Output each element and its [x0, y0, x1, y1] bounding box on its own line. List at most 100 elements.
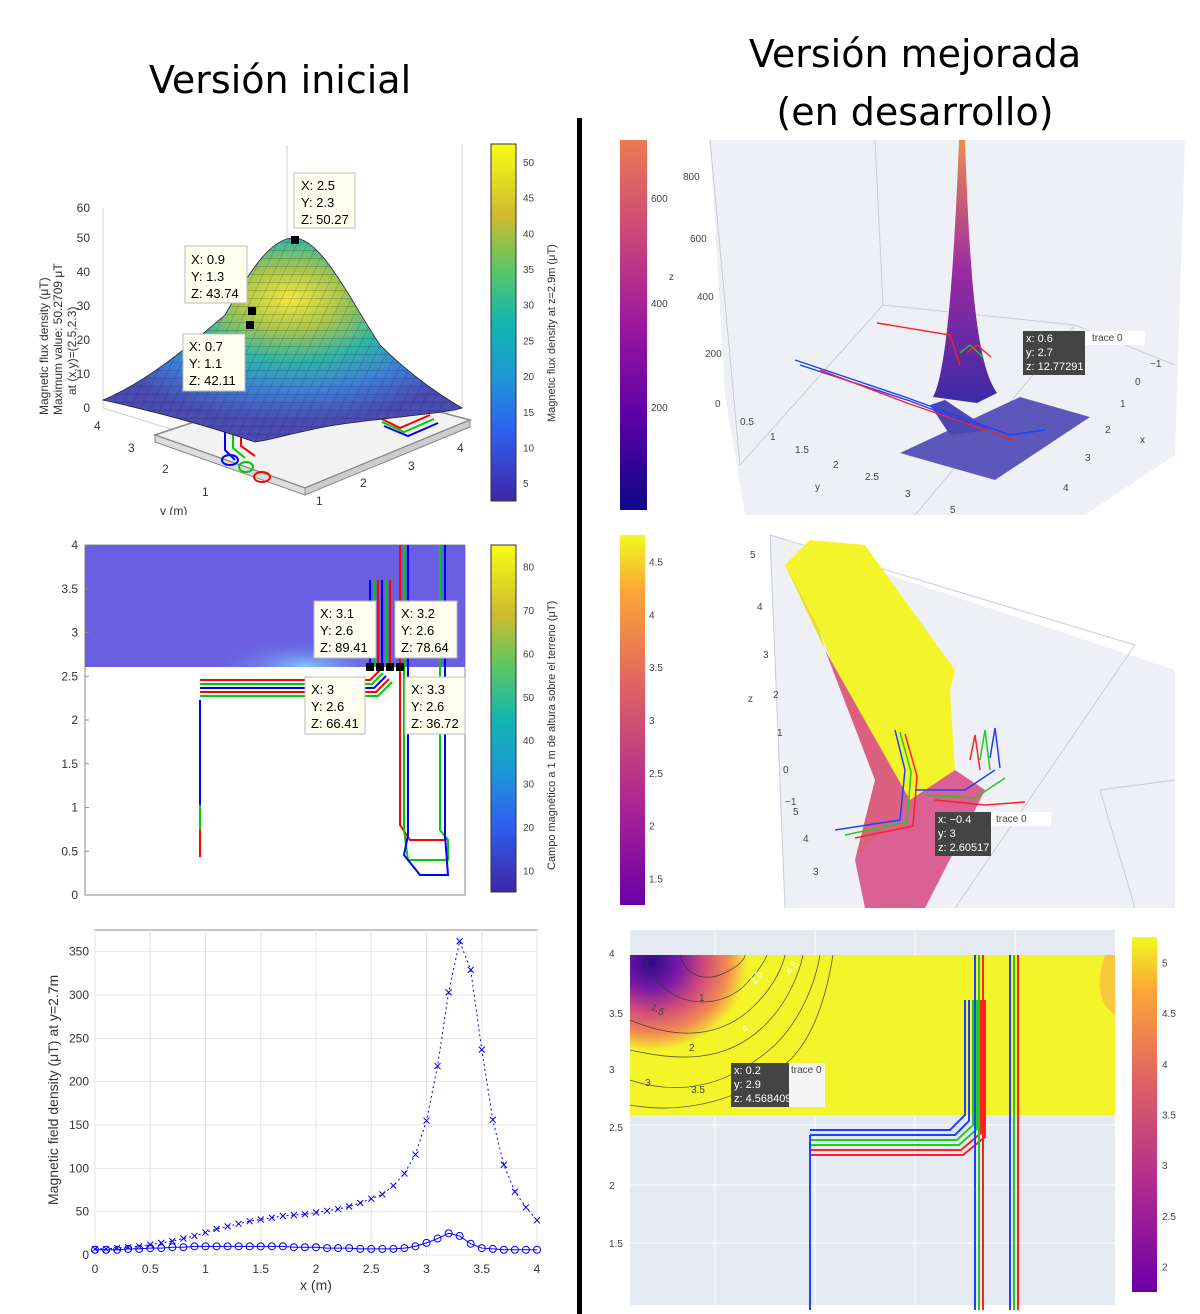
- colorbar: [620, 535, 645, 905]
- x-marker: [511, 1188, 519, 1196]
- x-marker: [467, 966, 475, 974]
- y-tick: 1.5: [795, 445, 809, 456]
- z-axis-label: Magnetic flux density (μT) Maximum value…: [37, 263, 79, 415]
- colorbar-tick: 4: [1162, 1060, 1168, 1071]
- x-tick: 1: [316, 494, 323, 508]
- hover-x: x: 0.2: [734, 1065, 761, 1077]
- o-marker: [521, 1245, 530, 1254]
- y-tick: 3.5: [61, 582, 78, 596]
- colorbar-label: Campo magnético a 1 m de altura sobre el…: [546, 601, 558, 870]
- x-tick: −1: [1150, 359, 1162, 370]
- y-tick: 4: [803, 834, 809, 845]
- z-tick: 0: [83, 401, 90, 415]
- colorbar-tick: 400: [651, 299, 668, 310]
- datatip-x: X: 0.7: [189, 339, 223, 354]
- z-tick: 3: [763, 650, 769, 661]
- z-axis-ticks: 0 10 20 30 40 50 60: [77, 201, 91, 415]
- cables-3d: [794, 322, 1046, 441]
- colorbar-tick: 50: [523, 158, 535, 169]
- datatip-y: Y: 2.3: [301, 195, 334, 210]
- z-tick: 4: [757, 602, 763, 613]
- o-marker: [300, 1243, 309, 1252]
- datatip-z: Z: 78.64: [401, 640, 449, 655]
- x-axis-title: x: [1140, 435, 1145, 446]
- x-marker: [489, 1116, 497, 1124]
- y-tick: 0.5: [61, 844, 78, 858]
- datatip-31[interactable]: X: 3.1 Y: 2.6 Z: 89.41: [313, 600, 377, 671]
- o-marker: [367, 1244, 376, 1253]
- datatip-x: X: 3: [311, 682, 334, 697]
- field-spike: [933, 140, 997, 403]
- y-tick: 2: [162, 462, 169, 476]
- z-tick: 1: [777, 728, 783, 739]
- datatip-second[interactable]: X: 0.9 Y: 1.3 Z: 43.74: [184, 245, 256, 315]
- hover-label[interactable]: x: −0.4 y: 3 z: 2.60517 trace 0: [935, 812, 1051, 856]
- colorbar-tick: 80: [523, 563, 535, 574]
- datatip-y: Y: 1.3: [191, 269, 224, 284]
- o-marker: [422, 1238, 431, 1247]
- colorbar-tick: 60: [523, 649, 535, 660]
- colorbar-tick: 25: [523, 336, 535, 347]
- cables-3d: [834, 727, 1026, 839]
- colorbar-tick: 3: [649, 716, 655, 727]
- o-marker: [533, 1245, 541, 1254]
- z-axis-ticks: 800 600 400 200 0 z: [669, 172, 722, 410]
- y-tick: 5: [793, 807, 799, 818]
- colorbar-tick: 1.5: [649, 875, 663, 886]
- colorbar-tick: 10: [523, 443, 535, 454]
- colorbar: [490, 544, 517, 893]
- x-marker: [279, 1212, 287, 1220]
- z-tick: 0: [783, 765, 789, 776]
- datatip-32[interactable]: X: 3.2 Y: 2.6 Z: 78.64: [376, 600, 458, 671]
- x-marker: [301, 1210, 309, 1218]
- x-marker: [202, 1229, 209, 1236]
- datatip-third[interactable]: X: 0.7 Y: 1.1 Z: 42.11: [182, 321, 254, 392]
- x-tick: 3: [1085, 453, 1091, 464]
- x-marker: [168, 1237, 176, 1245]
- datatip-y: Y: 2.6: [311, 699, 344, 714]
- colorbar-tick: 30: [523, 301, 535, 312]
- colorbar-tick: 20: [523, 372, 535, 383]
- o-marker: [201, 1242, 210, 1251]
- datatip-z: Z: 36.72: [411, 716, 459, 731]
- o-marker: [113, 1245, 122, 1254]
- y-axis-ticks: 4 3.5 3 2.5 2 1.5: [609, 949, 623, 1250]
- datatip-33[interactable]: X: 3.3 Y: 2.6 Z: 36.72: [396, 663, 466, 735]
- contour-label: 3: [645, 1078, 651, 1089]
- z-tick: 50: [77, 231, 91, 245]
- x-tick: 4: [1063, 483, 1069, 494]
- hover-trace: trace 0: [791, 1065, 822, 1076]
- colorbar-tick: 50: [523, 693, 535, 704]
- hover-y: y: 2.7: [1026, 347, 1053, 359]
- datatip-x: X: 3.1: [320, 606, 354, 621]
- x-marker: [456, 937, 464, 945]
- datatip-30[interactable]: X: 3 Y: 2.6 Z: 66.41: [304, 663, 394, 735]
- x-marker: [135, 1242, 143, 1250]
- y-tick: 2.5: [61, 669, 78, 683]
- y-tick: 350: [69, 945, 89, 959]
- field-surface-yellow: [785, 540, 955, 690]
- hover-label[interactable]: x: 0.6 y: 2.7 z: 12.77291 trace 0: [1023, 331, 1145, 375]
- datatip-peak[interactable]: X: 2.5 Y: 2.3 Z: 50.27: [291, 172, 356, 244]
- datatip-x: X: 0.9: [191, 252, 225, 267]
- improved-3d-surface-panel: 600 400 200 800 600 400 200 0 z x: 0.6 y…: [620, 139, 1185, 515]
- colorbar-tick: 40: [523, 736, 535, 747]
- x-marker: [434, 1062, 441, 1070]
- x-tick: 2.5: [363, 1262, 380, 1276]
- hover-label[interactable]: x: 0.2 y: 2.9 z: 4.568409 trace 0: [731, 1063, 825, 1107]
- y-axis-title: y: [815, 482, 820, 493]
- y-tick: 4: [609, 949, 615, 960]
- z-tick: 400: [697, 292, 714, 303]
- x-marker: [113, 1244, 121, 1252]
- x-marker: [246, 1217, 254, 1225]
- y-tick: 1: [770, 432, 776, 443]
- hover-trace: trace 0: [1092, 333, 1123, 344]
- cables-top-view: [199, 545, 450, 876]
- field-sheet: [900, 397, 1090, 480]
- datatip-z: Z: 50.27: [301, 212, 349, 227]
- z-tick: 600: [690, 234, 707, 245]
- y-tick: 300: [69, 988, 89, 1002]
- initial-3d-surface-panel: 0 10 20 30 40 50 60 Magnetic flux densit…: [37, 143, 558, 515]
- right-title-line-1: Versión mejorada: [748, 32, 1082, 76]
- y-tick: 0.5: [740, 417, 754, 428]
